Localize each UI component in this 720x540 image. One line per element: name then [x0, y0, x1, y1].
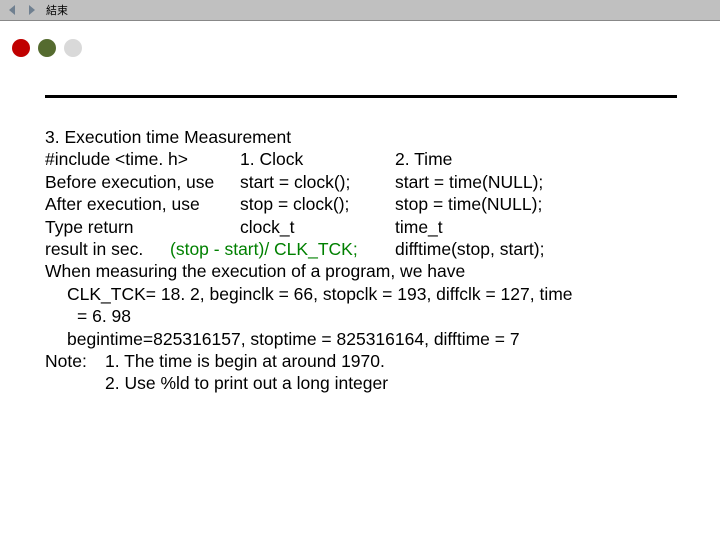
dot-red	[12, 39, 30, 57]
cell: 2. Time	[395, 148, 677, 170]
note-text: 1. The time is begin at around 1970.	[105, 350, 385, 372]
row-type: Type return clock_t time_t	[45, 216, 677, 238]
cell: Type return	[45, 216, 240, 238]
row-before: Before execution, use start = clock(); s…	[45, 171, 677, 193]
cell: result in sec.	[45, 238, 170, 260]
cell: start = clock();	[240, 171, 395, 193]
line-clk2: = 6. 98	[45, 305, 677, 327]
row-result: result in sec. (stop - start)/ CLK_TCK; …	[45, 238, 677, 260]
dot-row	[0, 21, 720, 57]
text-block: 3. Execution time Measurement #include <…	[45, 126, 677, 395]
cell: start = time(NULL);	[395, 171, 677, 193]
note-row-2: 2. Use %ld to print out a long integer	[45, 372, 677, 394]
note-label: Note:	[45, 350, 105, 372]
cell: difftime(stop, start);	[395, 238, 544, 260]
topbar: 結束	[0, 0, 720, 21]
cell: clock_t	[240, 216, 395, 238]
cell: stop = time(NULL);	[395, 193, 677, 215]
dot-olive	[38, 39, 56, 57]
cell: time_t	[395, 216, 677, 238]
next-icon[interactable]	[24, 2, 40, 18]
row-include: #include <time. h> 1. Clock 2. Time	[45, 148, 677, 170]
dot-grey	[64, 39, 82, 57]
line-clk: CLK_TCK= 18. 2, beginclk = 66, stopclk =…	[45, 283, 677, 305]
note-text: 2. Use %ld to print out a long integer	[105, 372, 388, 394]
note-spacer	[45, 372, 105, 394]
slide-content: 3. Execution time Measurement #include <…	[45, 95, 677, 395]
divider	[45, 95, 677, 98]
topbar-label[interactable]: 結束	[46, 2, 68, 18]
cell: Before execution, use	[45, 171, 240, 193]
cell: stop = clock();	[240, 193, 395, 215]
heading: 3. Execution time Measurement	[45, 126, 677, 148]
cell-green: (stop - start)/ CLK_TCK;	[170, 238, 395, 260]
cell: #include <time. h>	[45, 148, 240, 170]
cell: 1. Clock	[240, 148, 395, 170]
line-measure: When measuring the execution of a progra…	[45, 260, 677, 282]
prev-icon[interactable]	[4, 2, 20, 18]
cell: After execution, use	[45, 193, 240, 215]
note-row-1: Note: 1. The time is begin at around 197…	[45, 350, 677, 372]
row-after: After execution, use stop = clock(); sto…	[45, 193, 677, 215]
line-begintime: begintime=825316157, stoptime = 82531616…	[45, 328, 677, 350]
